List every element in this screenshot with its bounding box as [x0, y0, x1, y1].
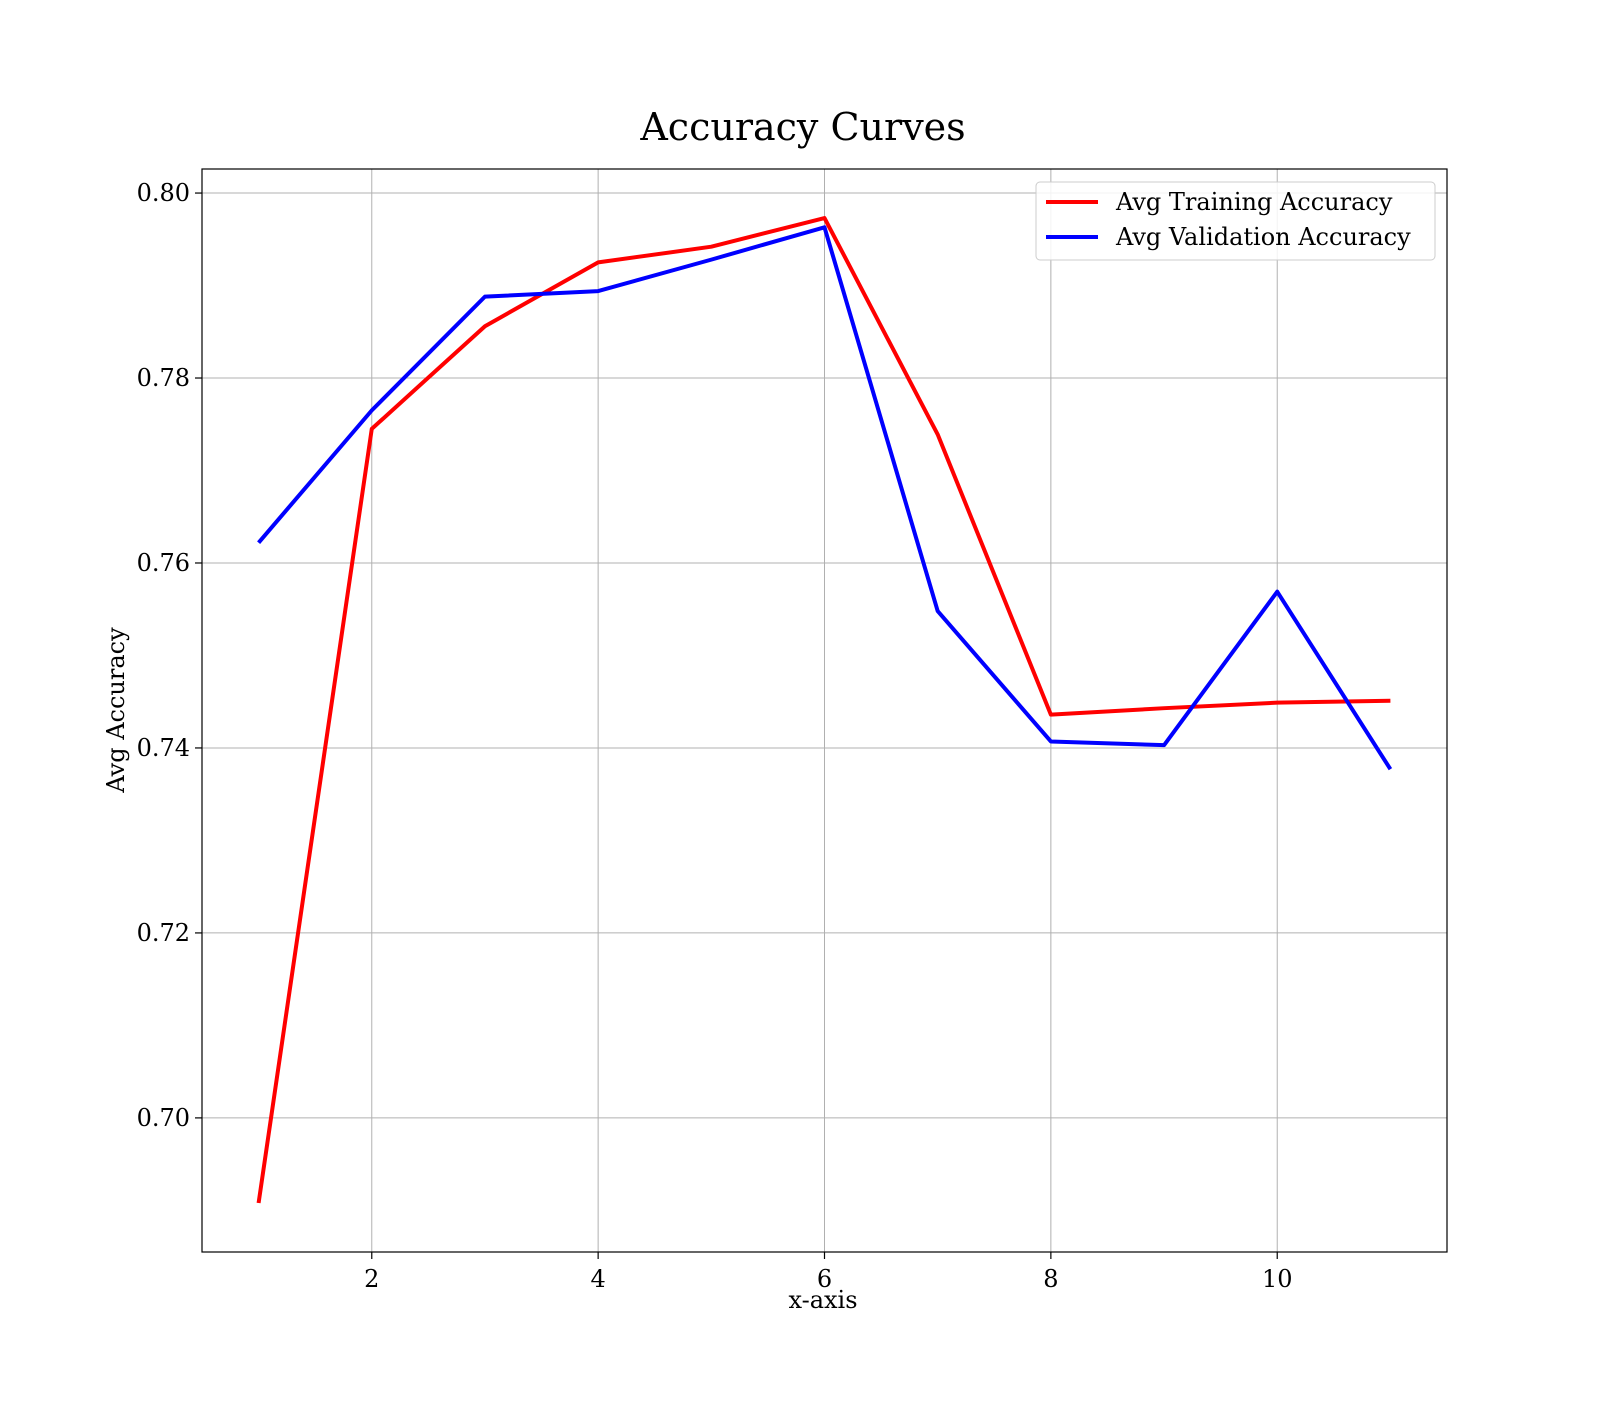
y-tick-label: 0.70 — [137, 1104, 190, 1132]
legend-label: Avg Validation Accuracy — [1115, 223, 1411, 251]
x-tick-label: 2 — [364, 1265, 379, 1293]
chart-title: Accuracy Curves — [639, 105, 965, 149]
x-tick-label: 8 — [1043, 1265, 1058, 1293]
y-tick-label: 0.80 — [137, 179, 190, 207]
grid-lines — [202, 169, 1447, 1252]
avg-training-accuracy-line — [256, 216, 1391, 1204]
legend-label: Avg Training Accuracy — [1115, 188, 1393, 216]
series-lines — [256, 216, 1393, 1204]
y-tick-label: 0.76 — [137, 549, 190, 577]
legend: Avg Training Accuracy Avg Validation Accu… — [1035, 181, 1436, 261]
y-axis-label: Avg Accuracy — [102, 627, 130, 794]
y-tick-label: 0.72 — [137, 919, 190, 947]
avg-validation-accuracy-line — [257, 225, 1393, 771]
x-tick-label: 10 — [1262, 1265, 1293, 1293]
y-tick-label: 0.74 — [137, 734, 190, 762]
x-tick-label: 4 — [590, 1265, 605, 1293]
y-tick-label: 0.78 — [137, 364, 190, 392]
x-tick-label: 6 — [817, 1265, 832, 1293]
legend-box — [1035, 181, 1436, 261]
axis-ticks: 2 4 6 8 10 0.70 0.72 0.74 0.76 0.78 0.80 — [137, 179, 1293, 1293]
x-axis-label: x-axis — [788, 1286, 857, 1314]
